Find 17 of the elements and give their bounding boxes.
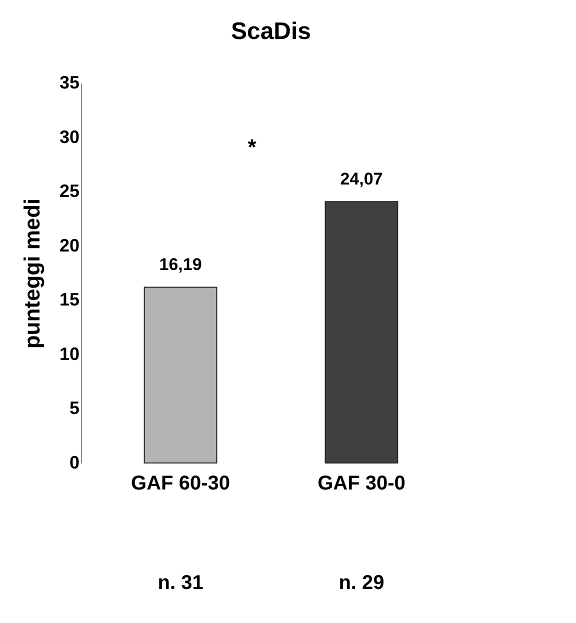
y-tick-label: 35 [59, 72, 80, 92]
y-tick-label: 20 [59, 235, 80, 256]
data-label: 24,07 [340, 170, 383, 189]
y-tick-label: 15 [59, 290, 80, 310]
y-tick-label: 5 [69, 398, 80, 418]
annotation: * [248, 134, 257, 160]
data-label: 16,19 [159, 255, 202, 274]
y-tick-label: 10 [59, 344, 80, 364]
y-axis-title: punteggi medi [19, 198, 44, 349]
x-tick-label: GAF 60-30 [131, 472, 230, 494]
y-tick-label: 30 [59, 126, 80, 147]
y-tick-label: 0 [69, 452, 80, 472]
text: n. 31 [158, 572, 204, 594]
chart-title: ScaDis [230, 18, 312, 45]
text: n. 29 [338, 572, 384, 594]
y-tick-label: 25 [59, 181, 80, 202]
x-tick-label: GAF 30-0 [318, 472, 406, 494]
